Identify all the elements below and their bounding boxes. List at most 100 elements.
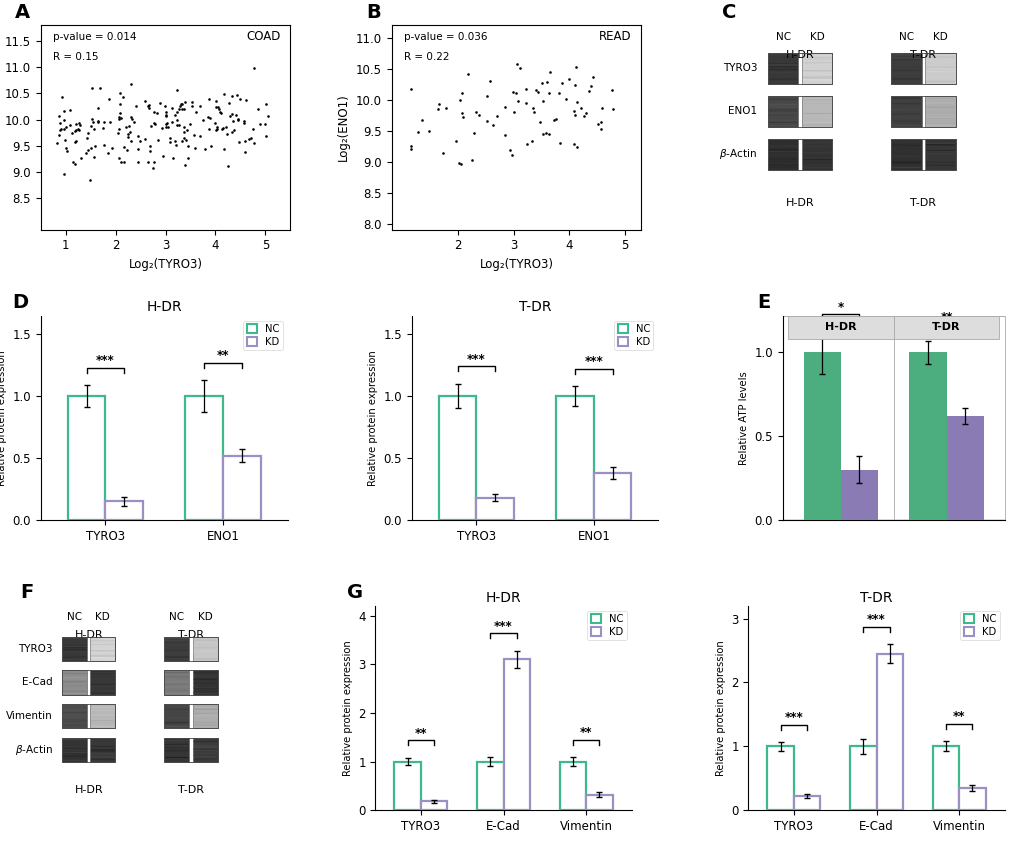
Point xyxy=(164,101,180,115)
Point xyxy=(167,134,183,148)
Point xyxy=(141,98,157,111)
Point xyxy=(167,108,183,122)
Point xyxy=(124,112,141,126)
Point xyxy=(403,139,419,153)
Point xyxy=(140,99,156,112)
Point xyxy=(540,86,556,100)
Bar xyxy=(164,670,190,695)
Point xyxy=(90,101,106,115)
Point xyxy=(565,137,581,150)
Text: R = 0.22: R = 0.22 xyxy=(404,52,449,62)
Bar xyxy=(891,95,955,127)
Point xyxy=(496,100,513,114)
Point xyxy=(592,122,608,135)
Bar xyxy=(803,353,840,520)
Bar xyxy=(164,670,217,695)
Point xyxy=(127,100,144,113)
Point xyxy=(147,117,163,131)
Point xyxy=(465,127,481,140)
Point xyxy=(123,134,140,148)
Bar xyxy=(932,746,958,810)
Point xyxy=(140,155,156,169)
Point xyxy=(156,100,172,113)
Point xyxy=(173,98,190,111)
Text: KD: KD xyxy=(96,612,110,622)
Point xyxy=(169,84,185,97)
Bar xyxy=(394,761,421,810)
Bar xyxy=(68,396,105,520)
Point xyxy=(229,113,246,127)
Point xyxy=(151,95,167,109)
Bar xyxy=(164,704,217,728)
Point xyxy=(175,120,192,133)
Text: ***: *** xyxy=(467,353,485,365)
Point xyxy=(538,75,554,89)
Point xyxy=(504,85,521,99)
Point xyxy=(78,146,95,160)
Bar xyxy=(767,95,798,127)
Point xyxy=(488,110,504,123)
Point xyxy=(450,156,467,170)
Point xyxy=(118,143,135,157)
Point xyxy=(58,144,74,158)
Point xyxy=(142,139,158,153)
Point xyxy=(126,116,143,129)
Text: T-DR: T-DR xyxy=(910,197,935,208)
Point xyxy=(164,116,180,129)
Point xyxy=(452,157,469,170)
Bar xyxy=(891,53,920,84)
Text: ***: *** xyxy=(866,614,886,626)
Point xyxy=(560,72,577,85)
Bar xyxy=(164,704,190,728)
Legend: NC, KD: NC, KD xyxy=(959,611,999,641)
Text: A: A xyxy=(15,3,31,22)
Point xyxy=(157,121,173,134)
Point xyxy=(430,98,446,111)
Point xyxy=(169,105,185,118)
Point xyxy=(485,119,501,133)
Text: F: F xyxy=(20,583,34,603)
Point xyxy=(578,106,594,119)
Bar xyxy=(924,53,955,84)
Title: H-DR: H-DR xyxy=(147,300,181,315)
Point xyxy=(236,134,253,148)
Point xyxy=(566,104,582,117)
Text: ***: *** xyxy=(493,619,513,633)
Point xyxy=(57,133,73,147)
Point xyxy=(120,127,137,141)
Bar xyxy=(164,738,190,762)
Point xyxy=(215,122,231,135)
Point xyxy=(235,114,252,127)
Point xyxy=(149,106,165,120)
Bar xyxy=(593,473,631,520)
Point xyxy=(229,112,246,126)
Point xyxy=(532,116,548,129)
Point xyxy=(223,126,239,139)
Point xyxy=(246,137,262,150)
Text: KD: KD xyxy=(198,612,212,622)
Bar xyxy=(62,738,115,762)
Point xyxy=(138,94,154,107)
Point xyxy=(580,84,596,97)
Point xyxy=(413,113,429,127)
Y-axis label: Log₂(ENO1): Log₂(ENO1) xyxy=(337,94,350,161)
Point xyxy=(557,93,574,106)
Point xyxy=(569,140,585,154)
Point xyxy=(100,146,116,160)
Point xyxy=(146,116,162,130)
Bar xyxy=(193,636,217,661)
Point xyxy=(207,116,223,130)
Bar xyxy=(893,316,999,339)
Bar xyxy=(503,659,530,810)
Text: p-value = 0.036: p-value = 0.036 xyxy=(404,31,487,41)
Bar xyxy=(62,636,87,661)
Text: R = 0.15: R = 0.15 xyxy=(53,52,99,62)
Point xyxy=(117,121,133,134)
Point xyxy=(219,127,235,141)
Text: H-DR: H-DR xyxy=(824,322,856,333)
Point xyxy=(155,149,171,163)
Bar xyxy=(105,501,143,520)
Y-axis label: Relative protein expression: Relative protein expression xyxy=(368,350,377,485)
Text: T-DR: T-DR xyxy=(178,786,204,795)
Point xyxy=(70,123,87,137)
